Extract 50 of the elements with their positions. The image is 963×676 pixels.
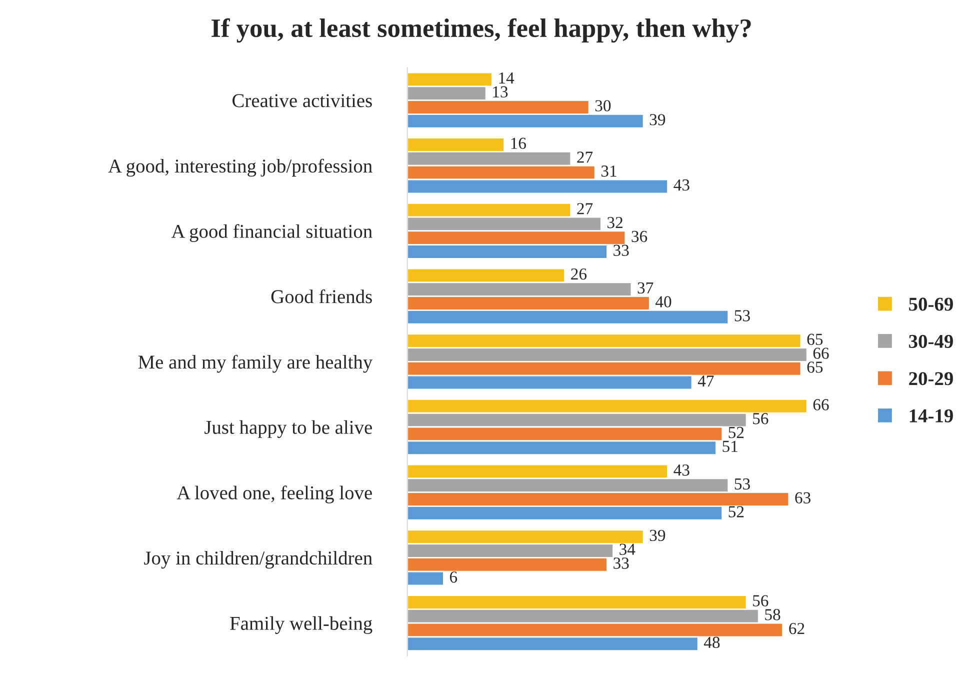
data-label: 48 [704,636,720,648]
data-label: 66 [813,348,829,359]
data-label: 6 [450,572,458,583]
data-label: 53 [734,478,750,490]
data-label: 58 [765,609,780,620]
data-label: 51 [722,440,738,452]
data-label: 53 [734,310,750,322]
y-tick-label: Creative activities [232,94,372,108]
y-tick-label: Me and my family are healthy [138,354,373,373]
data-label: 13 [493,86,508,98]
data-label: 43 [674,464,690,476]
data-label: 66 [813,399,829,410]
data-label: 33 [614,244,629,256]
data-label: 65 [807,334,823,346]
data-label: 34 [620,544,636,555]
data-label: 40 [655,296,672,308]
legend-label: 30-49 [909,334,953,348]
y-tick-label: Joy in children/grandchildren [144,550,372,569]
data-label: 52 [728,506,744,518]
data-label: 52 [728,426,744,438]
data-label: 63 [795,492,810,504]
y-tick-label: Good friends [271,289,372,304]
legend-label: 50-69 [909,298,953,311]
data-label: 14 [499,72,514,84]
data-label: 39 [650,114,666,126]
y-tick-label: Family well-being [230,616,372,634]
data-label: 27 [577,203,593,214]
data-label: 16 [511,138,526,149]
data-label: 43 [674,179,690,191]
data-label: 56 [753,595,768,606]
data-label: 56 [753,413,768,424]
data-label: 36 [632,230,648,242]
data-label: 47 [698,376,714,386]
y-tick-label: A good financial situation [171,224,372,242]
y-tick-label: A good, interesting job/profession [108,158,372,177]
data-label: 31 [601,166,616,177]
data-label: 27 [577,152,593,163]
data-label: 62 [789,622,804,634]
y-tick-label: Just happy to be alive [204,420,372,438]
data-label: 37 [638,282,654,294]
data-label: 30 [595,100,611,112]
data-label: 32 [608,216,622,228]
legend-label: 20-29 [909,372,953,386]
data-label: 26 [571,268,587,280]
data-label: 65 [807,362,823,373]
data-label: 39 [650,530,666,542]
legend-label: 14-19 [910,409,953,422]
y-tick-label: A loved one, feeling love [176,486,372,504]
chart-title: If you, at least sometimes, feel happy, then why? [212,18,751,43]
data-label: 33 [614,558,629,569]
